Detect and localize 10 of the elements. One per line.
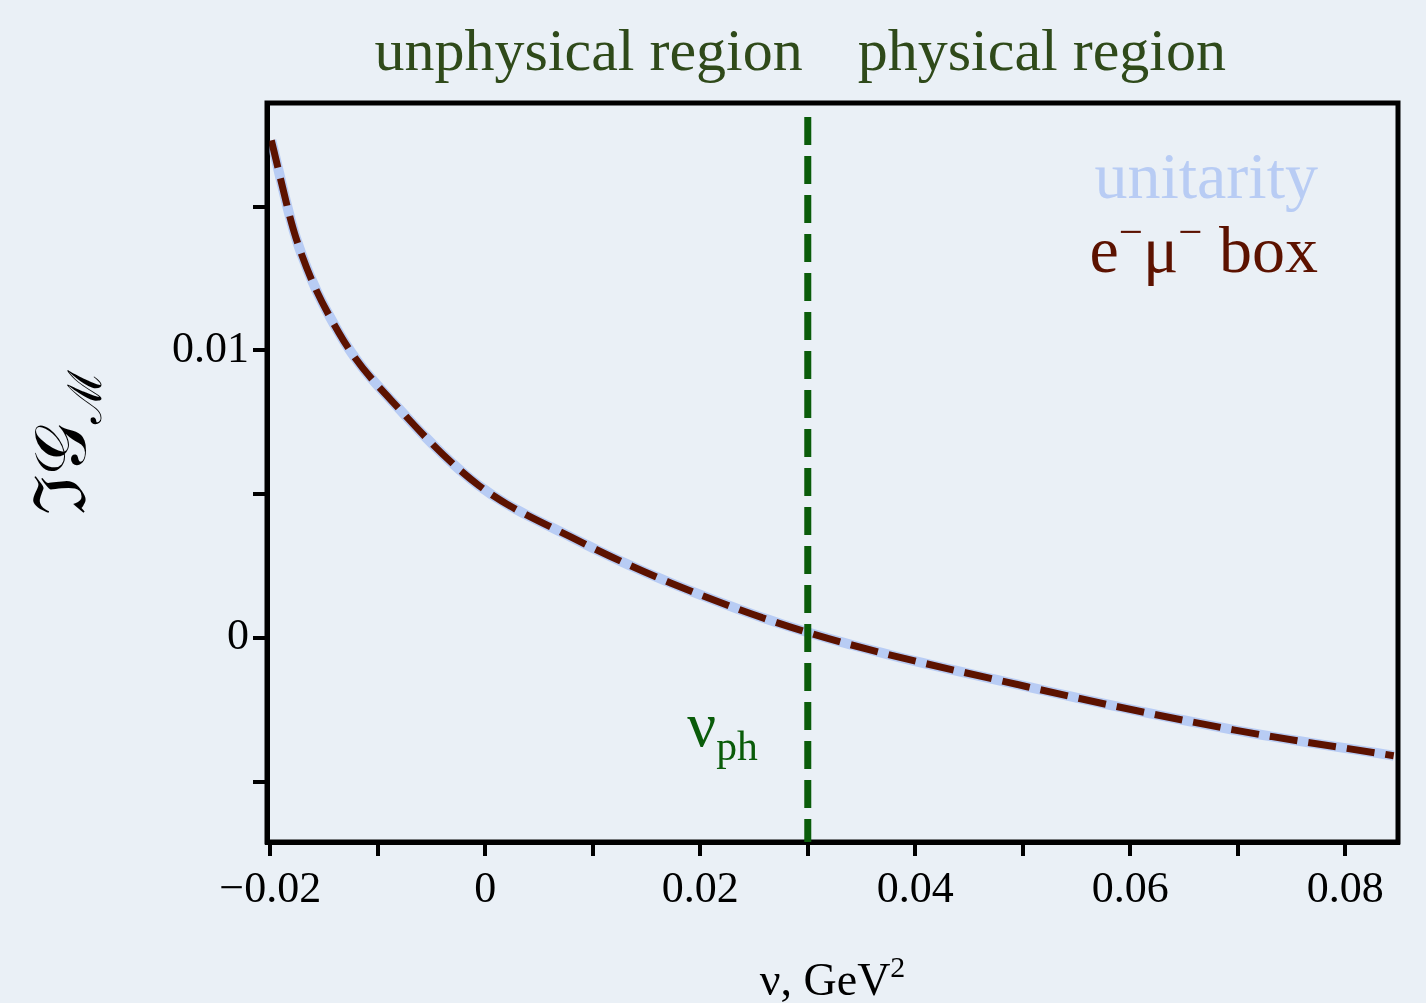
y-tick-label: 0.01 — [172, 322, 249, 372]
text: unphysical region — [374, 17, 803, 83]
text: physical region — [857, 17, 1227, 83]
x-tick-label: 0.04 — [876, 862, 954, 912]
y-axis-title: ℑ𝒢ℳ — [21, 370, 111, 515]
x-tick-label: 0.08 — [1306, 862, 1384, 912]
x-tick-label: 0.06 — [1091, 862, 1169, 912]
x-tick-label: −0.02 — [219, 862, 322, 912]
x-tick-label: 0.02 — [661, 862, 739, 912]
x-tick-label: 0 — [474, 862, 497, 912]
